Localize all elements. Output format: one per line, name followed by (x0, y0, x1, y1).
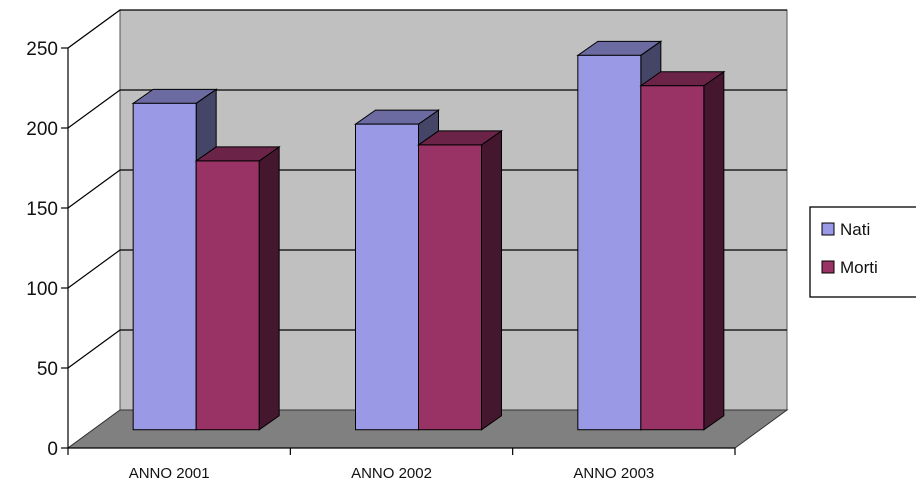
x-axis-category-labels: ANNO 2001 ANNO 2002 ANNO 2003 (129, 465, 655, 482)
legend-label: Nati (840, 220, 870, 239)
bar-morti-1 (194, 145, 281, 431)
legend-swatch (821, 222, 835, 236)
x-category-label: ANNO 2003 (573, 465, 654, 482)
bar-front (577, 54, 642, 431)
bar-front (132, 102, 197, 431)
y-tick-label: 100 (26, 279, 58, 300)
bar-morti-2 (416, 129, 504, 431)
gridline (67, 169, 787, 209)
bar-front (355, 123, 419, 431)
x-category-label: ANNO 2001 (129, 465, 210, 482)
gridline (67, 249, 787, 289)
gridline (67, 9, 787, 49)
y-tick-label: 0 (47, 439, 58, 460)
legend-label: Morti (840, 258, 878, 277)
legend-box (809, 206, 916, 298)
x-category-label: ANNO 2002 (351, 465, 432, 482)
y-axis-tick-labels: 0 50 100 150 200 250 (26, 39, 58, 460)
bar-side (703, 70, 725, 431)
bar-morti-3 (639, 70, 726, 431)
bar-front (195, 160, 260, 431)
gridlines (67, 9, 787, 369)
bars (131, 40, 726, 431)
gridline (67, 89, 787, 129)
gridline (67, 329, 787, 369)
y-tick-label: 200 (26, 119, 58, 140)
legend: Nati Morti (809, 206, 916, 298)
bar-front (640, 85, 705, 431)
side-wall (67, 9, 121, 449)
bar-side (258, 145, 280, 431)
axes (61, 47, 736, 455)
y-tick-label: 250 (26, 39, 58, 60)
bar-side (481, 129, 502, 431)
y-tick-label: 50 (37, 359, 58, 380)
legend-swatch (821, 260, 835, 274)
y-tick-label: 150 (26, 199, 58, 220)
bar-front (418, 144, 482, 431)
